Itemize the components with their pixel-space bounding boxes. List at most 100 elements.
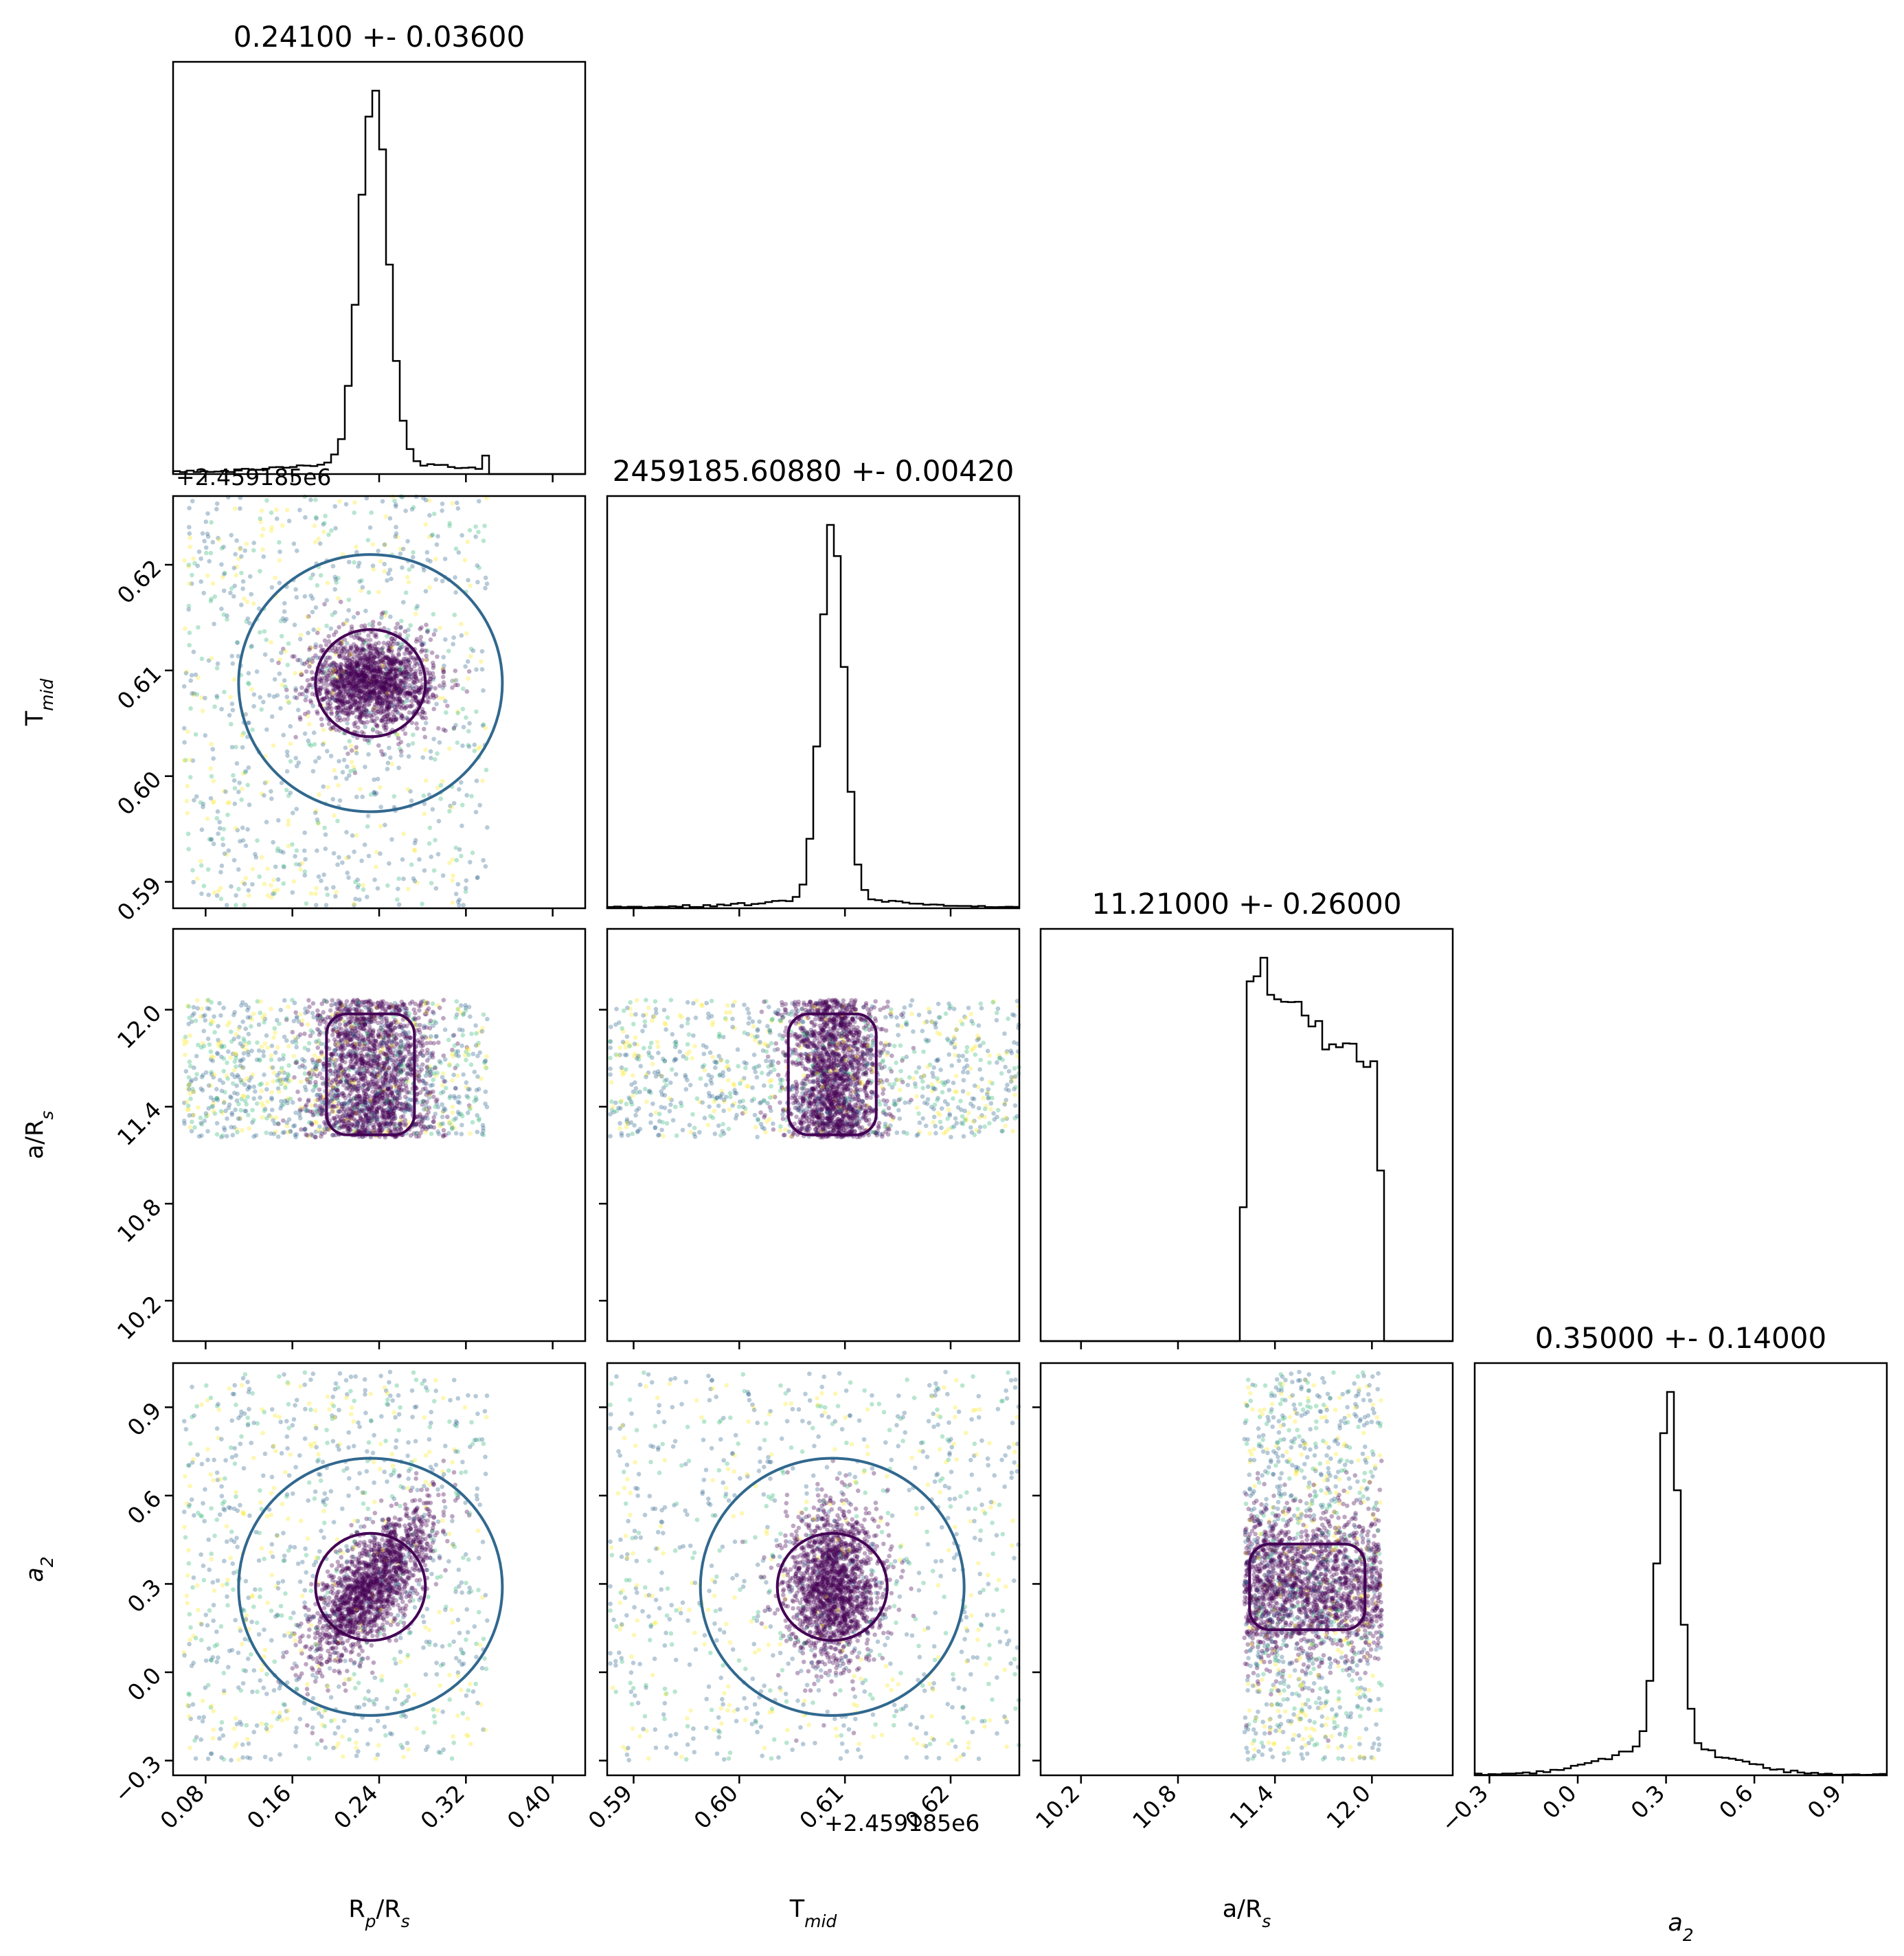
- scatter-point: [196, 549, 202, 554]
- scatter-point: [464, 689, 470, 694]
- scatter-point: [446, 649, 451, 653]
- y-tick-label: 0.62: [112, 554, 167, 609]
- scatter-point: [452, 612, 457, 618]
- scatter-point: [441, 669, 446, 675]
- y-tick-label: 0.59: [112, 871, 167, 926]
- scatter-point: [367, 660, 373, 664]
- scatter-point: [333, 629, 339, 634]
- scatter-point: [328, 1104, 334, 1110]
- scatter-point: [381, 723, 386, 728]
- scatter-point: [427, 513, 432, 518]
- scatter-point: [398, 646, 403, 651]
- scatter-point: [428, 637, 433, 642]
- scatter-point: [313, 1098, 318, 1103]
- scatter-point: [185, 783, 190, 789]
- scatter-point: [295, 657, 300, 663]
- scatter-point: [209, 596, 214, 602]
- scatter-point: [203, 545, 209, 550]
- scatter-point: [251, 540, 257, 546]
- scatter-point: [247, 1126, 251, 1131]
- scatter-point: [306, 721, 312, 727]
- scatter-point: [389, 761, 394, 767]
- scatter-point: [343, 502, 349, 507]
- scatter-point: [391, 653, 396, 658]
- scatter-point: [378, 718, 384, 723]
- scatter-point: [361, 1123, 365, 1127]
- scatter-point: [299, 861, 305, 866]
- scatter-point: [465, 539, 471, 545]
- scatter-point: [297, 715, 303, 720]
- scatter-point: [293, 1110, 298, 1115]
- scatter-point: [344, 1074, 349, 1079]
- scatter-point: [398, 662, 403, 668]
- scatter-point: [336, 596, 341, 601]
- axes-frame: [606, 495, 1021, 910]
- scatter-point: [324, 749, 330, 754]
- scatter-point: [356, 704, 361, 709]
- scatter-point: [413, 611, 418, 616]
- scatter-point: [258, 630, 262, 635]
- scatter-point: [315, 820, 321, 825]
- scatter-point: [194, 692, 199, 697]
- scatter-point: [462, 1053, 468, 1058]
- scatter-point: [399, 1101, 404, 1107]
- scatter-point: [450, 878, 455, 883]
- scatter-point: [475, 580, 480, 585]
- scatter-point: [190, 572, 194, 578]
- scatter-point: [380, 670, 385, 675]
- scatter-point: [422, 710, 427, 716]
- scatter-point: [353, 879, 358, 885]
- scatter-point: [224, 852, 229, 857]
- scatter-point: [446, 746, 452, 751]
- scatter-point: [434, 1033, 439, 1039]
- scatter-point: [394, 625, 398, 631]
- scatter-point: [395, 897, 400, 902]
- scatter-point: [378, 785, 383, 790]
- scatter-point: [348, 658, 353, 664]
- scatter-point: [374, 647, 379, 651]
- scatter-point: [481, 1012, 486, 1017]
- scatter-point: [482, 524, 487, 528]
- scatter-point: [231, 773, 236, 778]
- scatter-point: [253, 855, 259, 860]
- scatter-point: [276, 660, 281, 666]
- scatter-point: [387, 705, 392, 710]
- scatter-point: [365, 895, 370, 899]
- scatter-point: [291, 541, 297, 546]
- scatter-point: [346, 608, 352, 613]
- scatter-point: [189, 1129, 194, 1134]
- scatter-point: [352, 701, 357, 706]
- scatter-point: [459, 1132, 464, 1136]
- scatter-point: [370, 674, 374, 679]
- scatter-point: [279, 650, 284, 655]
- scatter-point: [430, 1001, 435, 1007]
- scatter-point: [219, 546, 225, 551]
- scatter-point: [394, 524, 398, 530]
- scatter-point: [388, 717, 394, 722]
- scatter-point: [221, 1056, 227, 1061]
- scatter-point: [315, 848, 319, 853]
- scatter-point: [401, 831, 406, 836]
- scatter-point: [310, 609, 315, 615]
- panel-title: 2459185.60880 +- 0.00420: [613, 454, 1015, 488]
- scatter-point: [406, 651, 411, 656]
- scatter-point: [312, 524, 317, 528]
- scatter-point: [181, 758, 187, 763]
- scatter-point: [392, 794, 397, 799]
- scatter-point: [205, 511, 210, 516]
- scatter-point: [251, 1096, 257, 1101]
- scatter-point: [394, 707, 398, 712]
- scatter-point: [235, 640, 240, 645]
- scatter-point: [337, 640, 343, 646]
- scatter-point: [326, 721, 332, 726]
- scatter-point: [317, 755, 321, 761]
- scatter-point: [291, 1018, 297, 1024]
- scatter-point: [403, 662, 408, 667]
- scatter-point: [464, 631, 469, 636]
- scatter-point: [219, 562, 224, 567]
- scatter-point: [373, 641, 378, 647]
- scatter-point: [418, 671, 423, 677]
- scatter-point: [382, 569, 387, 574]
- scatter-point: [250, 1072, 256, 1077]
- scatter-point: [430, 660, 435, 666]
